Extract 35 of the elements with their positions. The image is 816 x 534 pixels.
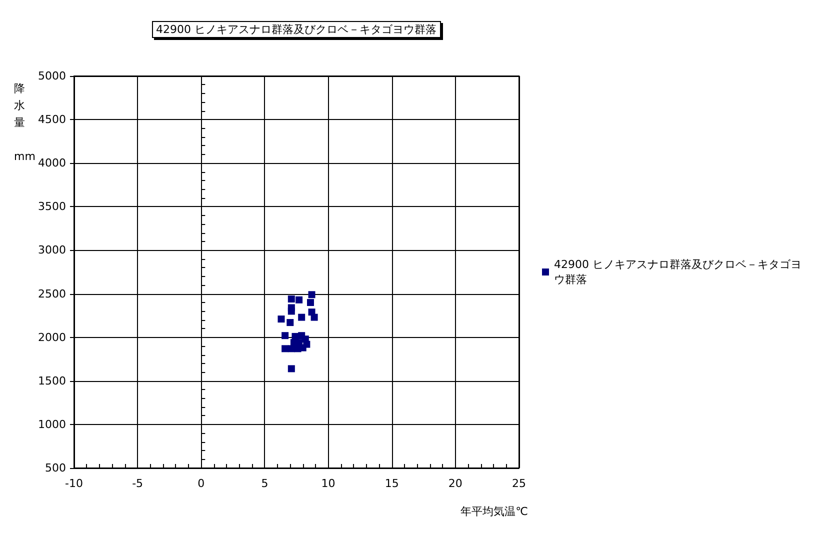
point	[310, 314, 318, 321]
point	[288, 345, 295, 352]
y-tick-label: 3000	[38, 244, 66, 257]
point	[278, 316, 285, 323]
legend-label: 42900 ヒノキアスナロ群落及びクロベ－キタゴヨウ群落	[554, 258, 802, 286]
x-tick-label: 25	[512, 477, 526, 490]
point	[282, 332, 289, 340]
x-tick-label: 10	[321, 477, 336, 490]
y-tick-label: 2500	[38, 287, 66, 300]
x-tick-label: -10	[65, 477, 83, 490]
x-tick-label: 20	[448, 477, 462, 490]
y-tick-label: 5000	[38, 70, 66, 82]
x-axis-title: 年平均気温℃	[460, 505, 528, 518]
point	[298, 314, 306, 321]
y-tick-label: 3500	[38, 200, 66, 214]
point	[308, 291, 316, 298]
point	[296, 296, 303, 304]
y-tick-label: 500	[45, 462, 66, 474]
x-tick-label: 5	[261, 477, 268, 490]
point	[282, 345, 289, 352]
y-tick-label: 1500	[38, 374, 66, 388]
y-tick-label: 4500	[38, 113, 66, 126]
y-tick-label: 4000	[38, 156, 66, 170]
y-tick-label: 2000	[38, 330, 66, 344]
point	[288, 308, 295, 315]
chart-title: 42900 ヒノキアスナロ群落及びクロベ－キタゴヨウ群落	[156, 23, 436, 36]
point	[286, 319, 294, 326]
x-tick-label: -5	[132, 477, 144, 490]
point	[288, 296, 295, 303]
y-tick-label: 1000	[38, 418, 66, 431]
x-tick-label: 15	[384, 477, 399, 490]
x-tick-label: 0	[198, 477, 205, 490]
text: 降水量 mm	[14, 82, 36, 163]
point	[306, 298, 314, 306]
point	[288, 365, 295, 372]
